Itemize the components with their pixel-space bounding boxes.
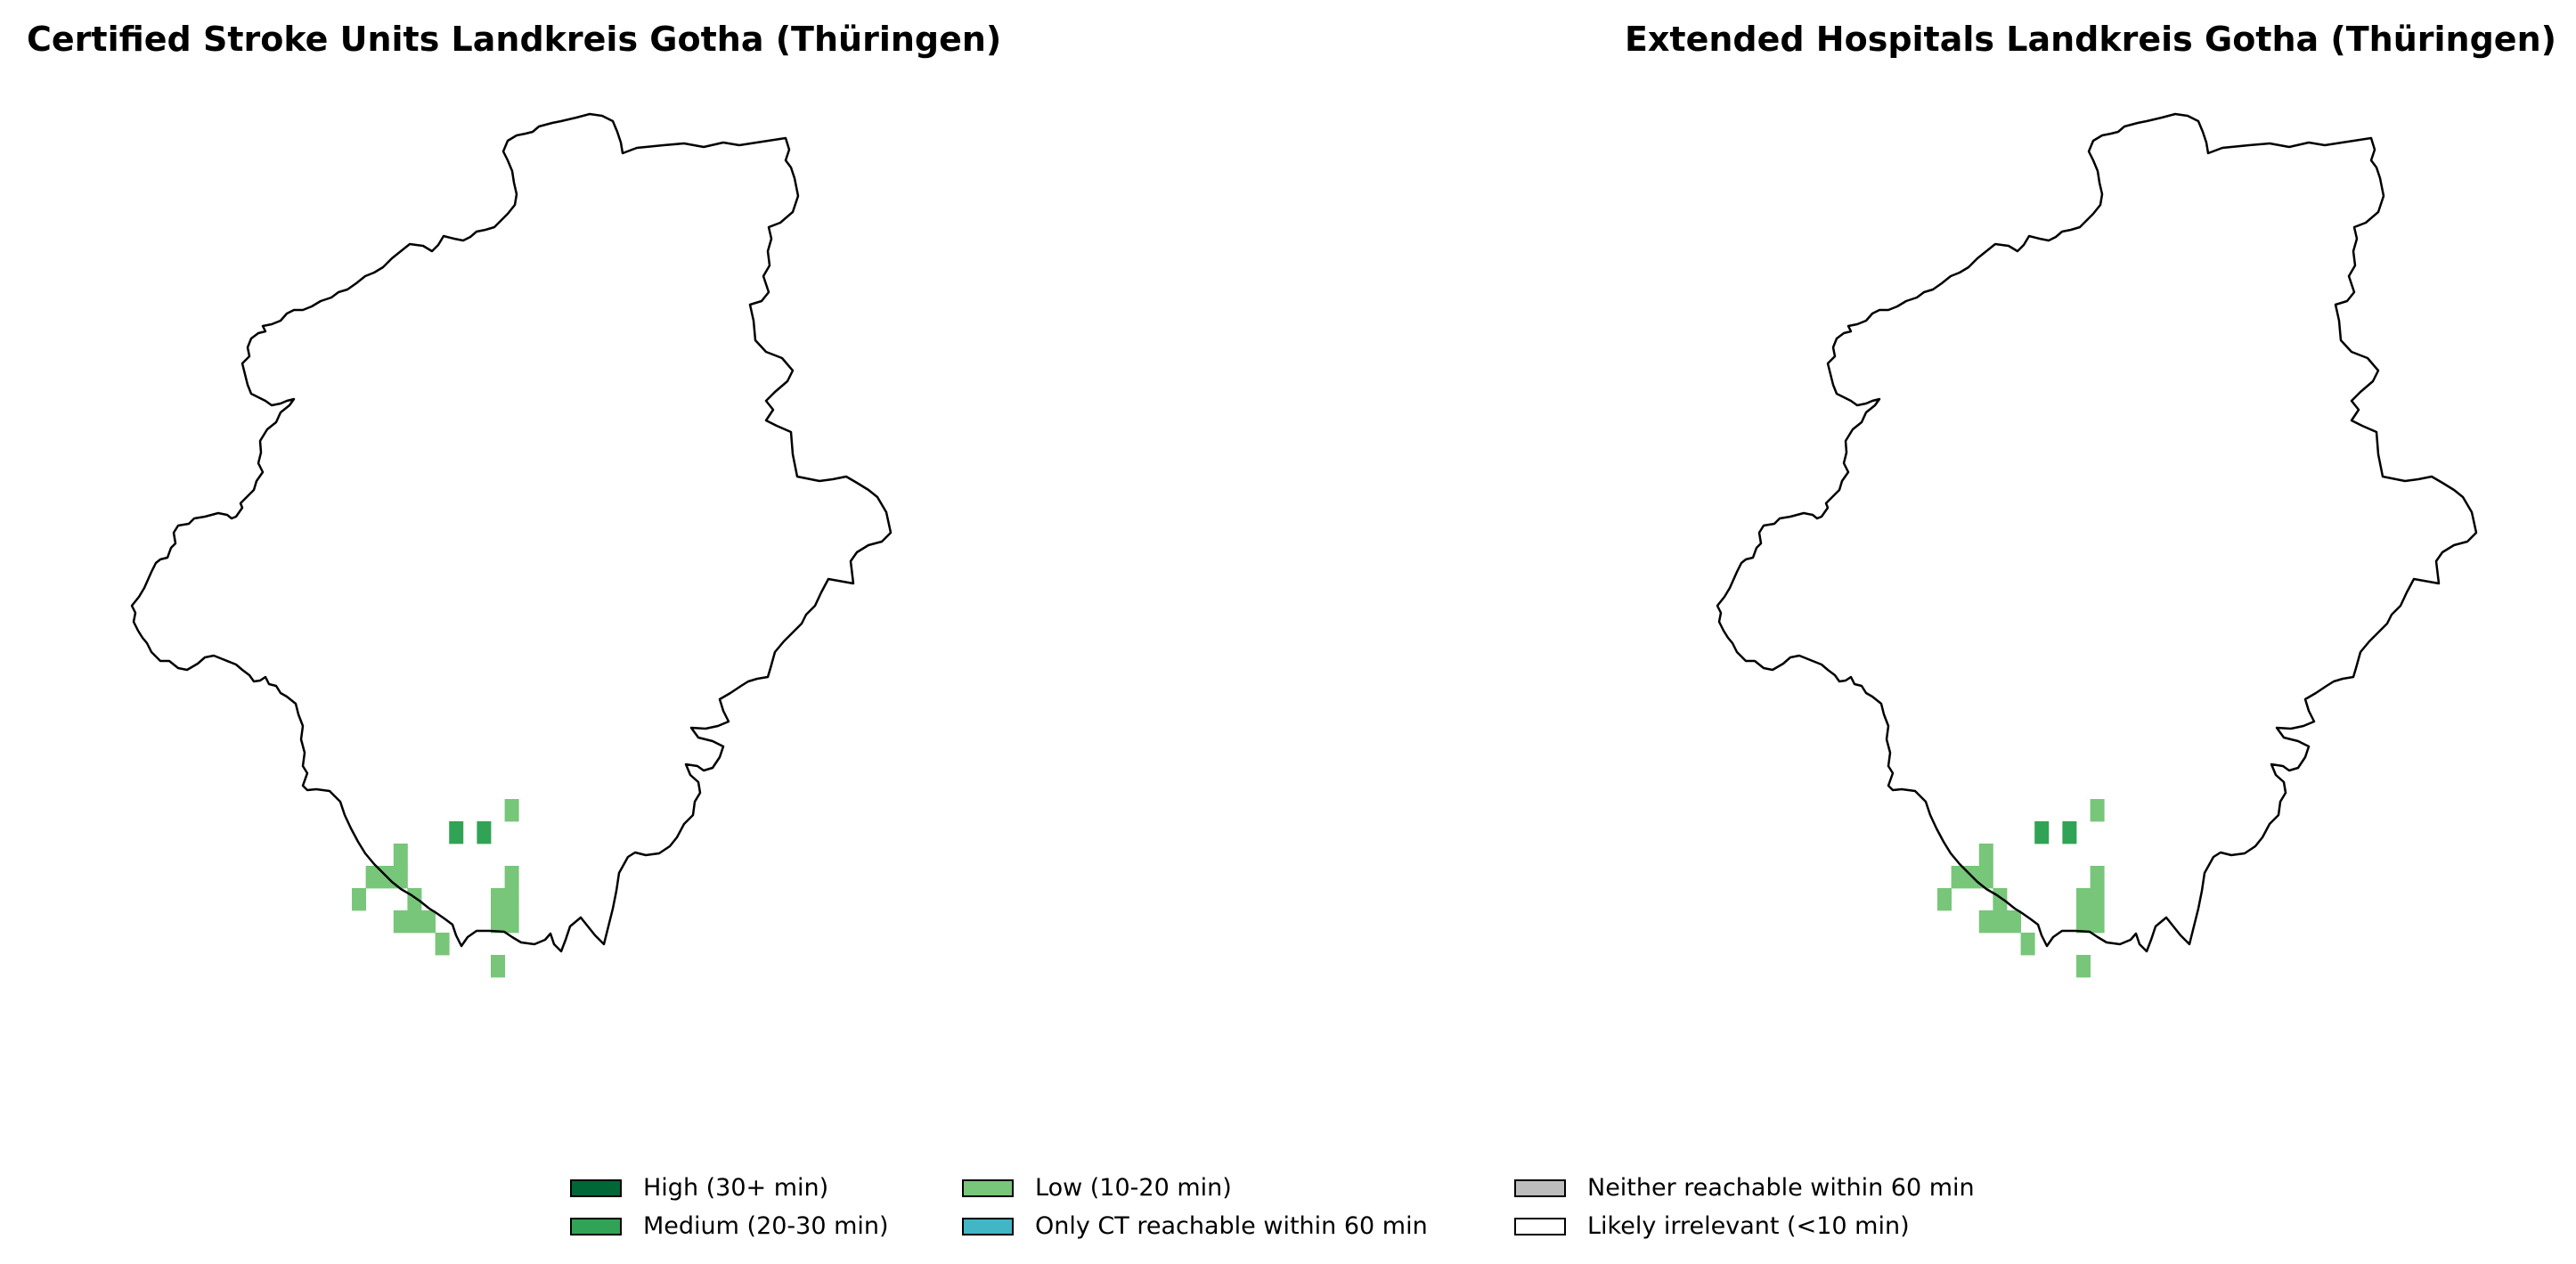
map-cell (491, 910, 505, 934)
map-cell (2062, 821, 2077, 844)
map-cell (477, 821, 492, 844)
map-cell (365, 866, 380, 889)
map-cell (435, 933, 450, 956)
map-cell (2007, 910, 2021, 934)
map-cell (1978, 866, 1993, 889)
legend-swatch (570, 1217, 622, 1235)
map-cell (407, 888, 422, 911)
map-cell (2076, 955, 2091, 978)
map-cell (491, 955, 505, 978)
map-cell (393, 910, 408, 934)
map-cell (504, 799, 519, 822)
map-cell (2076, 888, 2091, 911)
legend-swatch (962, 1217, 1014, 1235)
map-cells (1937, 799, 2105, 978)
map-cell (2090, 866, 2105, 889)
map-cell (2090, 799, 2105, 822)
map-cell (504, 866, 519, 889)
map-cells (352, 799, 519, 978)
legend-item: High (30+ min) (570, 1174, 828, 1202)
map-cell (1993, 910, 2008, 934)
legend-item: Medium (20-30 min) (570, 1212, 889, 1240)
map-title-left: Certified Stroke Units Landkreis Gotha (… (27, 20, 1002, 59)
district-outline (1716, 112, 2478, 953)
map-cell (1978, 910, 1993, 934)
legend: High (30+ min) Medium (20-30 min) Low (10-… (570, 1174, 2084, 1245)
map-cell (2076, 910, 2091, 934)
legend-item: Only CT reachable within 60 min (962, 1212, 1428, 1240)
map-cell (407, 910, 422, 934)
legend-label: Medium (20-30 min) (643, 1212, 889, 1240)
legend-swatch (962, 1178, 1014, 1197)
legend-label: Low (10-20 min) (1035, 1174, 1232, 1202)
map-cell (393, 866, 408, 889)
legend-swatch (1514, 1217, 1566, 1235)
map-cell (491, 888, 505, 911)
map-cell (449, 821, 464, 844)
legend-label: High (30+ min) (643, 1174, 829, 1202)
map-certified-stroke-units (130, 112, 893, 978)
map-cell (2090, 888, 2105, 911)
map-extended-hospitals (1716, 112, 2478, 978)
map-cell (2090, 910, 2105, 934)
legend-item: Likely irrelevant (<10 min) (1514, 1212, 1910, 1240)
map-cell (1993, 888, 2008, 911)
map-title-right: Extended Hospitals Landkreis Gotha (Thür… (1624, 20, 2556, 59)
district-outline (130, 112, 893, 953)
legend-swatch (570, 1178, 622, 1197)
map-cell (2020, 933, 2035, 956)
map-cell (1951, 866, 1966, 889)
map-cell (1978, 844, 1993, 867)
map-cell (421, 910, 436, 934)
map-cell (1937, 888, 1952, 911)
map-cell (504, 888, 519, 911)
map-cell (393, 844, 408, 867)
map-cell (2034, 821, 2050, 844)
legend-item: Neither reachable within 60 min (1514, 1174, 1975, 1202)
map-cell (504, 910, 519, 934)
legend-swatch (1514, 1178, 1566, 1197)
legend-label: Likely irrelevant (<10 min) (1587, 1212, 1910, 1240)
legend-item: Low (10-20 min) (962, 1174, 1232, 1202)
map-cell (352, 888, 366, 911)
legend-label: Only CT reachable within 60 min (1035, 1212, 1428, 1240)
legend-label: Neither reachable within 60 min (1587, 1174, 1975, 1202)
